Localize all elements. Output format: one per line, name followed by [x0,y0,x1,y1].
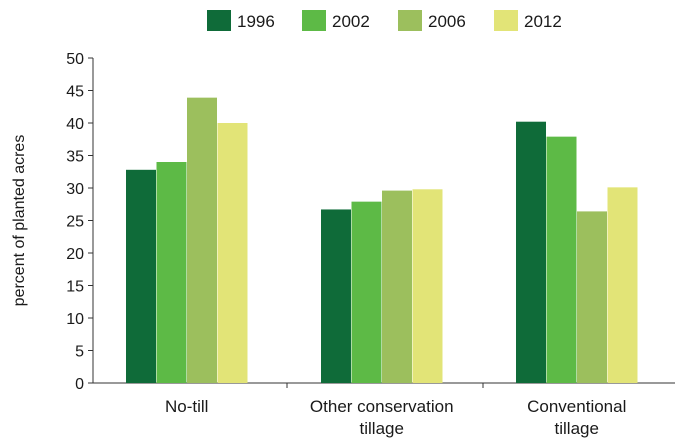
y-tick-label-50: 50 [66,51,84,68]
legend-swatch-2012 [494,10,518,31]
bar-1996-cat-3 [516,121,546,383]
y-tick-label-0: 0 [75,376,84,393]
bar-2002-cat-2 [351,201,382,383]
y-tick-label-30: 30 [66,181,84,198]
bar-2012-cat-2 [412,189,443,383]
bar-2002-cat-3 [546,136,577,383]
y-tick-label-10: 10 [66,311,84,328]
x-category-label-1: No-till [165,397,208,416]
legend-label-1996: 1996 [237,12,275,31]
x-category-label-2-line-2: tillage [360,419,404,438]
legend-label-2002: 2002 [332,12,370,31]
legend-swatch-1996 [207,10,231,31]
legend-swatch-2002 [302,10,326,31]
y-tick-label-35: 35 [66,149,84,166]
y-tick-label-5: 5 [75,344,84,361]
bar-2012-cat-1 [217,123,248,383]
x-category-label-2-line-1: Other conservation [310,397,454,416]
y-tick-label-15: 15 [66,279,84,296]
bar-2002-cat-1 [156,162,187,383]
legend-swatch-2006 [398,10,422,31]
y-tick-label-20: 20 [66,246,84,263]
y-tick-label-25: 25 [66,214,84,231]
bar-2006-cat-3 [577,211,607,383]
y-axis-title: percent of planted acres [11,135,28,307]
legend-label-2006: 2006 [428,12,466,31]
bar-1996-cat-2 [321,209,351,383]
bar-1996-cat-1 [126,169,156,383]
bar-2012-cat-3 [607,187,638,383]
y-tick-label-45: 45 [66,84,84,101]
bar-2006-cat-1 [187,97,217,384]
y-tick-label-40: 40 [66,116,84,133]
x-category-label-3-line-2: tillage [555,419,599,438]
x-category-label-3-line-1: Conventional [527,397,626,416]
legend-label-2012: 2012 [524,12,562,31]
bar-2006-cat-2 [382,190,412,383]
